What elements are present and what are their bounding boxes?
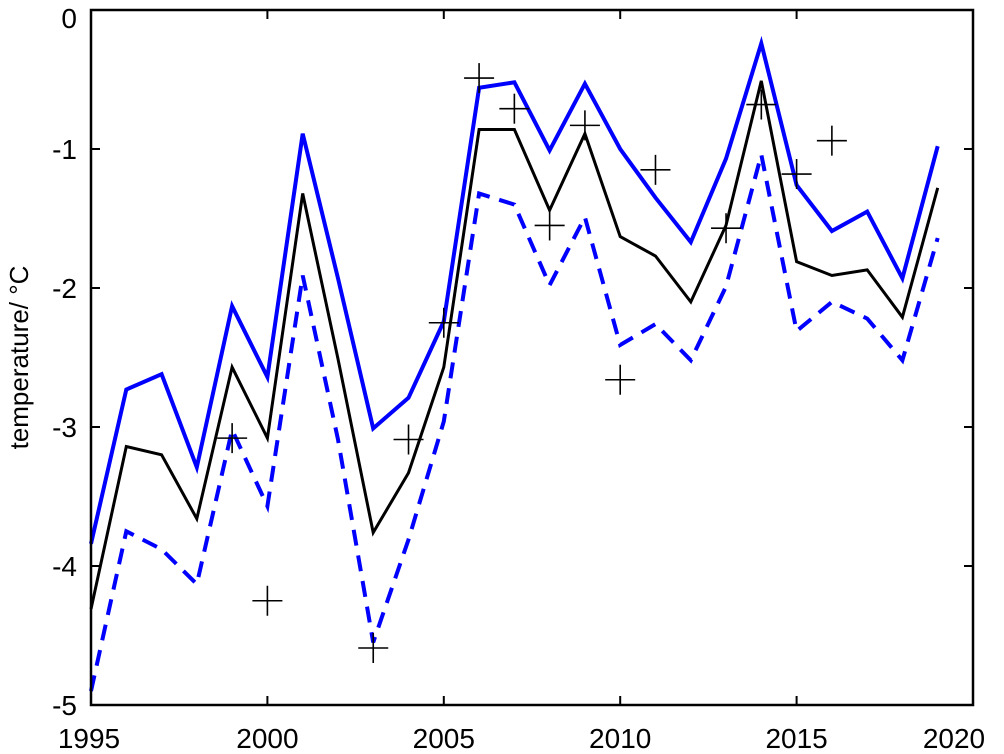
plus-marker [640,154,671,185]
y-tick-label: -3 [52,412,77,443]
plus-marker [569,110,600,141]
y-tick-label: -1 [52,134,77,165]
plus-marker [711,213,742,244]
series-line-3-dashed [89,154,940,692]
y-tick-label: -4 [52,551,77,582]
y-tick-label: 0 [61,3,77,34]
plus-marker [358,633,389,664]
x-tick-label: 2020 [923,723,985,754]
plus-marker [534,210,565,241]
plus-marker [781,159,812,190]
x-tick-label: 2005 [413,723,475,754]
plus-marker [605,364,636,395]
y-axis-label: temperature/ °C [4,266,34,450]
x-tick-label: 2010 [589,723,651,754]
plus-marker [252,585,283,616]
plus-marker [499,93,530,124]
series-line-2-solid [89,80,940,610]
y-tick-label: -5 [52,690,77,721]
tick-layer: 1995 2000 2005 2010 2015 2020 -5 -4 -3 -2 -1 0 [52,3,985,754]
plus-marker [393,424,424,455]
y-tick-label: -2 [52,273,77,304]
x-tick-label: 2000 [236,723,298,754]
plus-marker [464,63,495,94]
plus-marker [217,423,248,454]
series-layer [89,35,940,692]
marker-layer [217,63,847,664]
plus-marker [816,125,847,156]
plus-marker [428,307,459,338]
x-tick-label: 1995 [58,723,120,754]
plus-marker [746,89,777,120]
x-tick-label: 2015 [765,723,827,754]
plot-frame [89,8,975,707]
